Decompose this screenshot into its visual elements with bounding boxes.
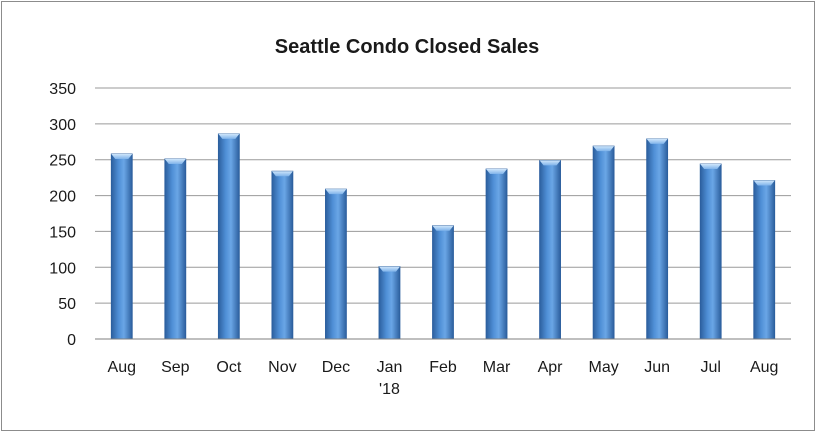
y-tick-label: 250 <box>49 153 76 170</box>
bar-body <box>485 168 508 340</box>
y-tick-label: 300 <box>49 117 76 134</box>
bar <box>217 133 240 340</box>
x-tick-label-line: Jul <box>700 359 720 376</box>
bar-cap <box>432 225 454 231</box>
bar-body <box>432 225 454 340</box>
bar-cap <box>325 189 347 195</box>
x-tick-label-line: Dec <box>322 359 350 376</box>
bar-body <box>164 158 187 340</box>
x-tick-label-line: May <box>588 359 618 376</box>
bar <box>164 158 187 340</box>
x-tick-label: Apr <box>538 359 564 376</box>
y-tick-label: 200 <box>49 189 76 206</box>
bar-body <box>378 266 401 340</box>
x-tick-label-line: Sep <box>161 359 190 376</box>
x-tick-label-line: Feb <box>429 359 457 376</box>
y-tick-label: 0 <box>67 332 76 349</box>
y-tick-label: 150 <box>49 224 76 241</box>
x-tick-label-line: '18 <box>379 381 400 398</box>
x-axis-ticks: Aug Sep Oct Nov Dec Jan '18 Feb Mar Apr May Jun Jul A… <box>108 359 779 398</box>
bar <box>325 188 347 340</box>
bar-body <box>217 133 240 340</box>
x-tick-label: Oct <box>216 359 241 376</box>
y-axis-ticks: 0 50 100 150 200 250 300 350 <box>49 81 76 349</box>
bar-cap <box>271 171 293 177</box>
x-tick-label: Jul <box>700 359 720 376</box>
gridlines <box>95 87 791 304</box>
bar <box>432 225 454 340</box>
bar <box>646 138 669 340</box>
bar-body <box>539 160 561 340</box>
bar <box>110 153 133 340</box>
x-tick-label: Dec <box>322 359 350 376</box>
y-tick-label: 350 <box>49 81 76 98</box>
bar-body <box>753 180 776 340</box>
bar <box>753 180 776 340</box>
x-tick-label: Mar <box>483 359 511 376</box>
x-tick-label-line: Aug <box>750 359 778 376</box>
x-tick-label: Nov <box>268 359 296 376</box>
x-tick-label-line: Mar <box>483 359 511 376</box>
bar <box>699 163 722 340</box>
x-tick-label-line: Jun <box>644 359 670 376</box>
x-tick-label: Aug <box>750 359 778 376</box>
bar-body <box>271 170 294 340</box>
x-tick-label: Jan '18 <box>377 359 403 398</box>
x-tick-label-line: Oct <box>216 359 241 376</box>
x-tick-label-line: Nov <box>268 359 296 376</box>
bar <box>485 168 508 340</box>
bar-body <box>325 188 347 340</box>
bar-cap <box>111 153 133 159</box>
bar-cap <box>486 169 508 175</box>
bar <box>378 266 401 340</box>
bar <box>592 145 615 340</box>
bar-body <box>699 163 722 340</box>
bar-cap <box>593 146 615 152</box>
bar-body <box>110 153 133 340</box>
x-tick-label-line: Aug <box>108 359 136 376</box>
bar <box>271 170 294 340</box>
x-tick-label: Aug <box>108 359 136 376</box>
y-tick-label: 100 <box>49 260 76 277</box>
chart-title: Seattle Condo Closed Sales <box>275 36 540 58</box>
bar <box>539 160 561 340</box>
y-tick-label: 50 <box>58 296 76 313</box>
bar-cap <box>218 133 240 139</box>
bar-body <box>646 138 669 340</box>
bar-cap <box>378 266 400 272</box>
x-tick-label-line: Apr <box>538 359 564 376</box>
bar-cap <box>700 164 722 170</box>
bar-cap <box>753 180 775 186</box>
x-tick-label: Feb <box>429 359 457 376</box>
bar-cap <box>539 160 561 166</box>
x-tick-label-line: Jan <box>377 359 403 376</box>
bar-cap <box>646 138 668 144</box>
x-tick-label: Sep <box>161 359 190 376</box>
bar-cap <box>164 158 186 164</box>
bar-body <box>592 145 615 340</box>
bars <box>110 133 776 340</box>
x-tick-label: May <box>588 359 618 376</box>
x-tick-label: Jun <box>644 359 670 376</box>
